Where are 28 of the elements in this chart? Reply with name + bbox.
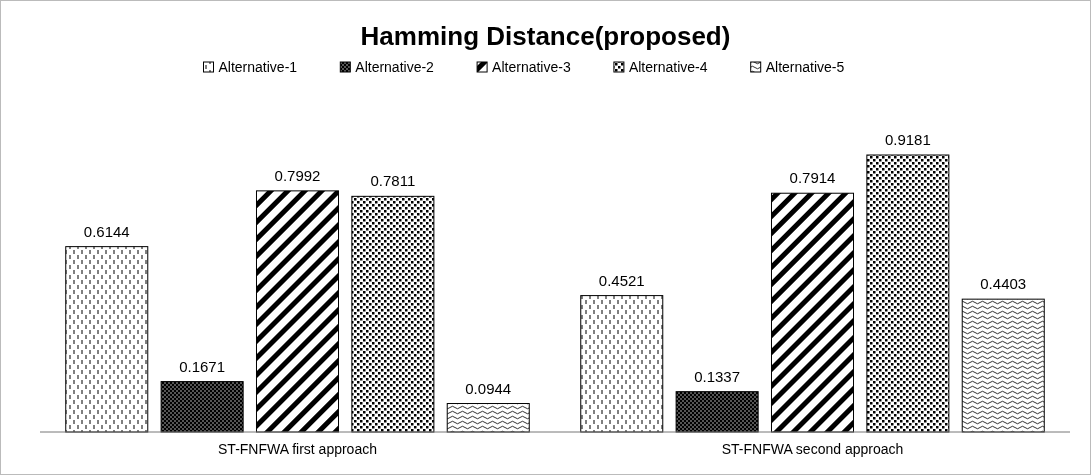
data-label: 0.1337 <box>694 367 741 385</box>
legend-label: Alternative-1 <box>218 59 298 75</box>
legend-label: Alternative-3 <box>492 59 571 75</box>
bar <box>446 403 530 433</box>
data-label: 0.9181 <box>884 131 931 148</box>
x-tick-label: ST-FNFWA first approach <box>218 441 377 457</box>
legend-label: Alternative-2 <box>355 59 435 75</box>
data-label: 0.1671 <box>179 357 226 375</box>
bar <box>255 190 340 433</box>
bar <box>866 154 950 433</box>
data-label: 0.7811 <box>370 172 416 190</box>
bar <box>580 295 664 433</box>
bar <box>65 246 149 433</box>
bar <box>961 298 1045 433</box>
bar <box>770 192 855 433</box>
data-label: 0.7992 <box>274 166 321 184</box>
data-label: 0.4403 <box>980 275 1027 293</box>
x-tick-label: ST-FNFWA second approach <box>721 441 904 457</box>
data-label: 0.0944 <box>465 379 512 397</box>
legend-label: Alternative-4 <box>628 59 708 75</box>
legend-label: Alternative-5 <box>765 59 845 75</box>
bar <box>351 195 435 433</box>
data-label: 0.4521 <box>598 271 645 289</box>
data-label: 0.6144 <box>83 222 130 240</box>
data-label: 0.7914 <box>789 169 836 187</box>
bar <box>675 391 759 433</box>
chart-title: Hamming Distance(proposed) <box>360 21 731 51</box>
bar <box>160 381 244 433</box>
